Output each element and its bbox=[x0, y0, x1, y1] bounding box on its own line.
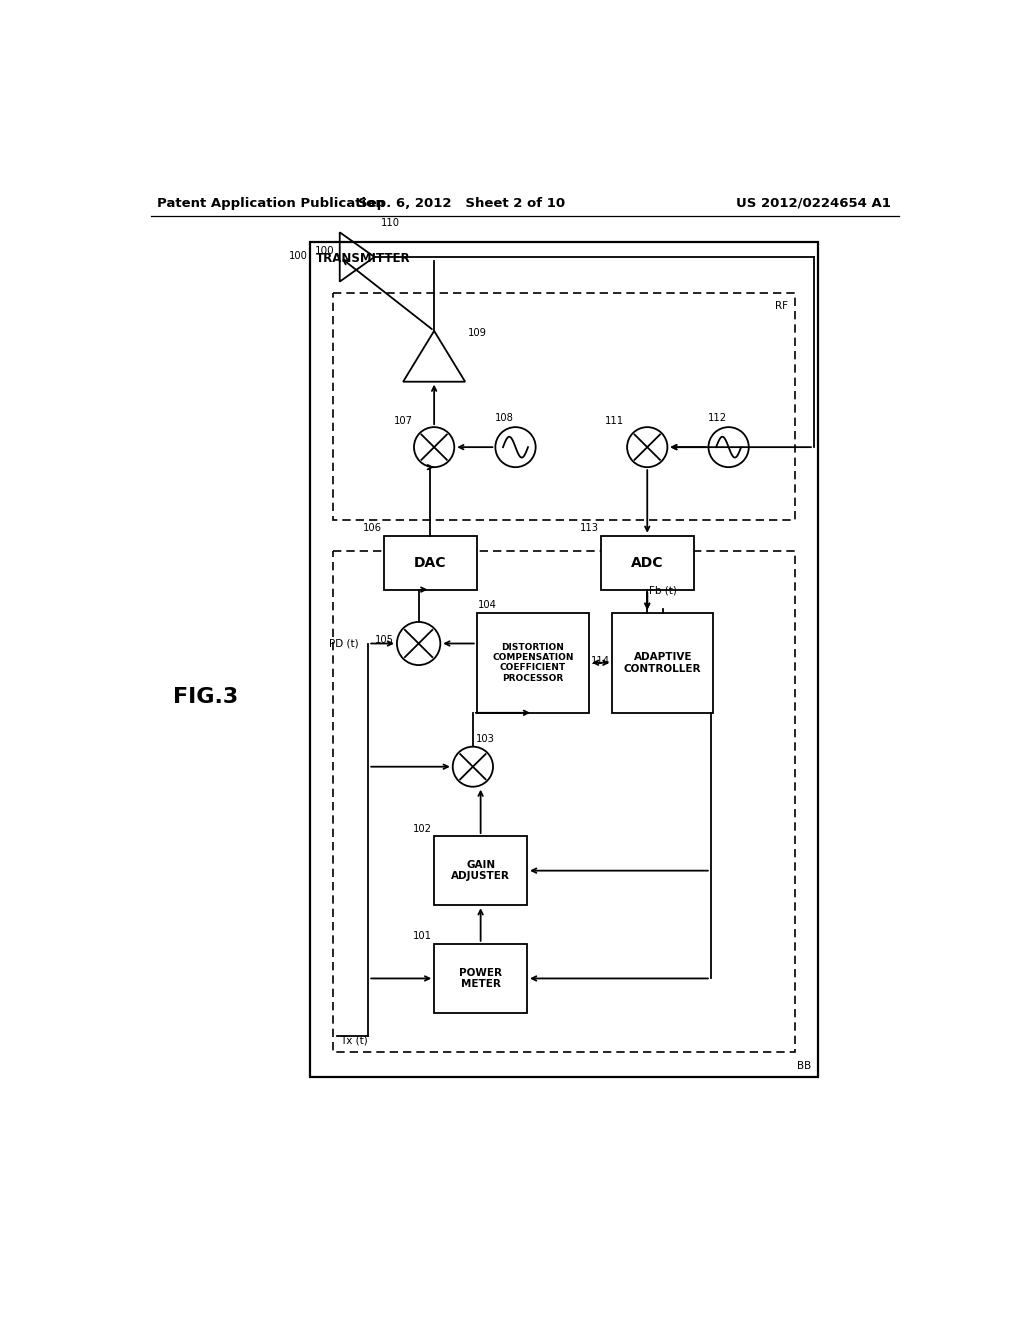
Text: 111: 111 bbox=[605, 416, 624, 425]
Bar bbox=[612, 612, 713, 713]
Text: 110: 110 bbox=[381, 218, 399, 227]
Text: POWER
METER: POWER METER bbox=[459, 968, 502, 989]
Text: 114: 114 bbox=[591, 656, 610, 665]
Circle shape bbox=[414, 428, 455, 467]
Text: 105: 105 bbox=[375, 635, 394, 645]
Circle shape bbox=[496, 428, 536, 467]
Text: DISTORTION
COMPENSATION
COEFFICIENT
PROCESSOR: DISTORTION COMPENSATION COEFFICIENT PROC… bbox=[493, 643, 573, 682]
Text: Fb (t): Fb (t) bbox=[649, 586, 677, 595]
Bar bbox=[434, 944, 527, 1014]
Text: 100: 100 bbox=[289, 251, 308, 261]
Text: TRANSMITTER: TRANSMITTER bbox=[316, 252, 411, 265]
Circle shape bbox=[397, 622, 440, 665]
Text: Tx (t): Tx (t) bbox=[340, 1035, 368, 1045]
Text: 113: 113 bbox=[580, 524, 598, 533]
Text: 107: 107 bbox=[393, 416, 413, 425]
Text: Sep. 6, 2012   Sheet 2 of 10: Sep. 6, 2012 Sheet 2 of 10 bbox=[357, 197, 565, 210]
Text: 106: 106 bbox=[362, 524, 381, 533]
Bar bbox=[310, 242, 818, 1077]
Bar bbox=[334, 293, 795, 520]
Text: BB: BB bbox=[798, 1061, 812, 1071]
Bar bbox=[434, 836, 527, 906]
Text: 101: 101 bbox=[413, 932, 432, 941]
Text: 112: 112 bbox=[708, 413, 727, 422]
Text: ADAPTIVE
CONTROLLER: ADAPTIVE CONTROLLER bbox=[624, 652, 701, 673]
Text: 103: 103 bbox=[476, 734, 495, 743]
Circle shape bbox=[627, 428, 668, 467]
Bar bbox=[384, 536, 477, 590]
Text: US 2012/0224654 A1: US 2012/0224654 A1 bbox=[736, 197, 891, 210]
Text: FIG.3: FIG.3 bbox=[173, 688, 239, 708]
Bar bbox=[477, 612, 589, 713]
Text: 100: 100 bbox=[314, 246, 335, 256]
Bar bbox=[601, 536, 693, 590]
Text: PD (t): PD (t) bbox=[329, 639, 358, 648]
Circle shape bbox=[709, 428, 749, 467]
Text: DAC: DAC bbox=[414, 556, 446, 570]
Text: 109: 109 bbox=[468, 327, 487, 338]
Bar bbox=[334, 552, 795, 1052]
Text: RF: RF bbox=[775, 301, 788, 310]
Text: GAIN
ADJUSTER: GAIN ADJUSTER bbox=[452, 859, 510, 882]
Text: 102: 102 bbox=[413, 824, 432, 834]
Text: 108: 108 bbox=[495, 413, 514, 422]
Text: 104: 104 bbox=[478, 599, 498, 610]
Circle shape bbox=[453, 747, 493, 787]
Text: Patent Application Publication: Patent Application Publication bbox=[158, 197, 385, 210]
Text: ADC: ADC bbox=[631, 556, 664, 570]
